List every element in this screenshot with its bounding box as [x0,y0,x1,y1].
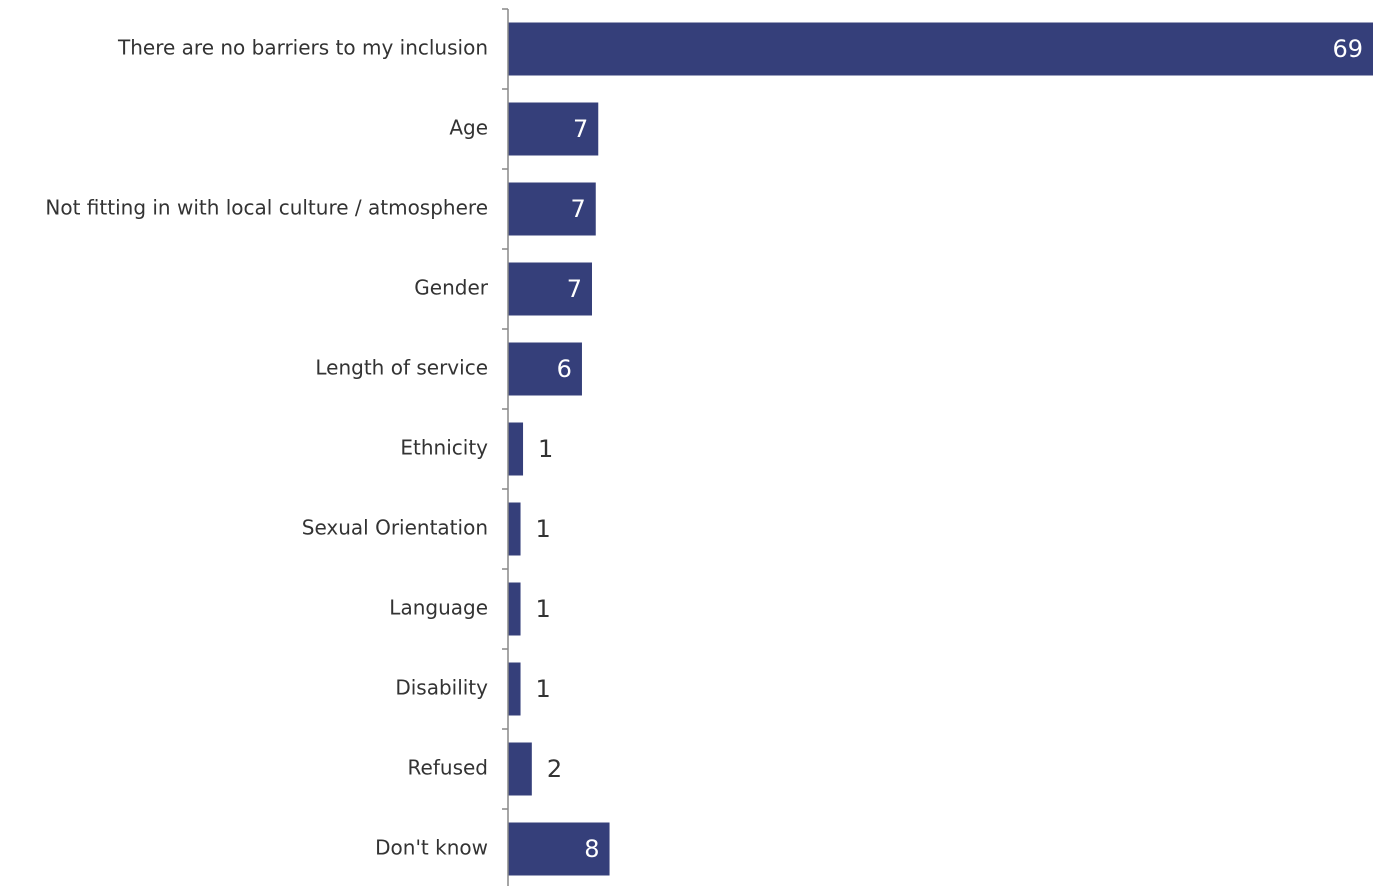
bar-ethnicity [508,422,524,476]
category-label-language: Language [389,596,488,620]
bar-length-of-service [508,342,582,396]
data-label-there-are-no-barriers-to-my-inclusion: 69 [1332,35,1363,63]
category-label-refused: Refused [408,756,488,780]
bar-gender [508,262,592,316]
data-label-sexual-orientation: 1 [536,515,551,543]
data-label-don-t-know: 8 [584,835,599,863]
data-label-ethnicity: 1 [538,435,553,463]
bar-there-are-no-barriers-to-my-inclusion [508,22,1373,76]
bar-refused [508,742,532,796]
bars-layer [508,22,1373,876]
bar-disability [508,662,521,716]
bar-sexual-orientation [508,502,521,556]
bar-language [508,582,521,636]
category-labels: There are no barriers to my inclusion Age… [45,36,488,860]
data-label-disability: 1 [536,675,551,703]
data-label-refused: 2 [547,755,562,783]
category-label-ethnicity: Ethnicity [400,436,488,460]
category-label-not-fitting-in-with-local-culture-atmosphere: Not fitting in with local culture / atmo… [45,196,488,220]
data-label-language: 1 [536,595,551,623]
data-label-not-fitting-in-with-local-culture-atmosphere: 7 [570,195,585,223]
category-label-sexual-orientation: Sexual Orientation [302,516,488,540]
bar-don-t-know [508,822,610,876]
data-label-gender: 7 [567,275,582,303]
bar-age [508,102,599,156]
bar-not-fitting-in-with-local-culture-atmosphere [508,182,596,236]
data-label-age: 7 [573,115,588,143]
category-label-disability: Disability [395,676,488,700]
category-label-there-are-no-barriers-to-my-inclusion: There are no barriers to my inclusion [117,36,488,60]
category-label-length-of-service: Length of service [315,356,488,380]
y-axis [502,8,509,886]
data-label-length-of-service: 6 [557,355,572,383]
category-label-gender: Gender [414,276,488,300]
data-labels: 69 7 7 7 6 1 1 1 1 2 8 [536,35,1363,863]
category-label-age: Age [449,116,488,140]
category-label-don-t-know: Don't know [375,836,488,860]
